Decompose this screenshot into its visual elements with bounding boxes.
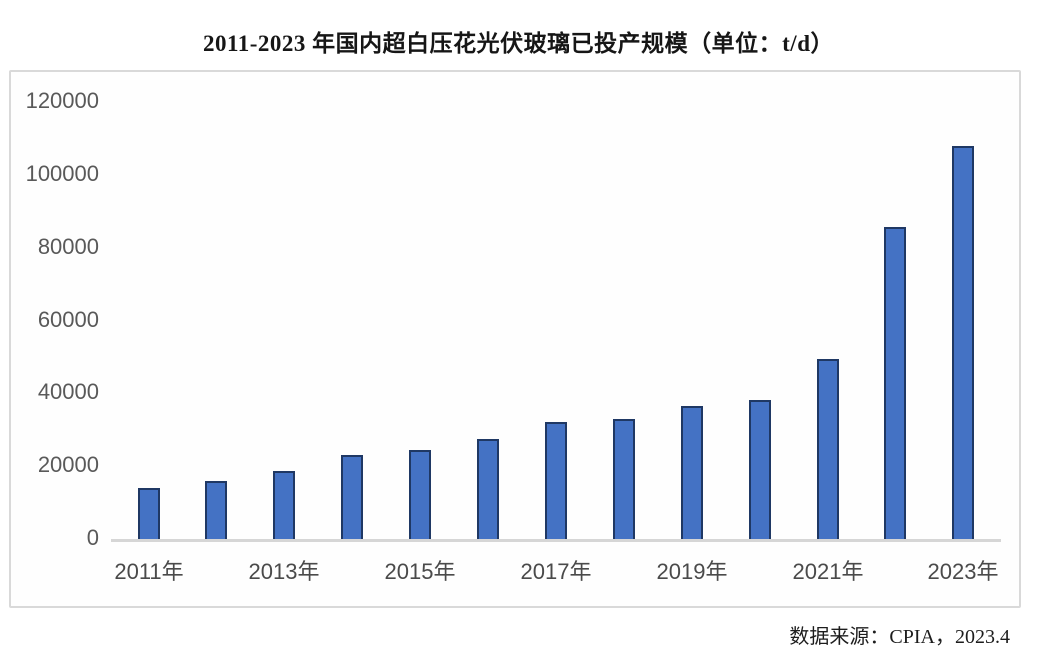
y-tick-label: 120000 (25, 88, 99, 113)
bar-2017年 (545, 422, 567, 539)
bar-2019年 (681, 406, 703, 539)
bar-2011年 (138, 488, 160, 539)
bar-2018年 (613, 419, 635, 539)
bar-2012年 (205, 481, 227, 539)
plot-area (111, 102, 1001, 542)
x-tick-label: 2023年 (927, 559, 999, 584)
bar-2014年 (341, 455, 363, 539)
bar-2016年 (477, 439, 499, 539)
x-tick-label: 2015年 (384, 559, 456, 584)
bar-2021年 (817, 359, 839, 539)
bar-2015年 (409, 450, 431, 539)
bar-2022年 (884, 227, 906, 539)
x-tick-label: 2011年 (114, 559, 184, 584)
y-tick-label: 40000 (37, 379, 99, 404)
x-tick-label: 2021年 (792, 559, 864, 584)
chart-title: 2011-2023 年国内超白压花光伏玻璃已投产规模（单位：t/d） (203, 31, 834, 56)
x-tick-label: 2019年 (656, 559, 728, 584)
y-tick-label: 80000 (37, 234, 99, 259)
y-tick-label: 20000 (37, 452, 99, 477)
x-tick-label: 2013年 (248, 559, 320, 584)
bar-2020年 (749, 400, 771, 539)
y-tick-label: 60000 (37, 307, 99, 332)
chart-frame: 0 20000 40000 60000 80000 100000 120000 2011年 2… (9, 70, 1021, 608)
bar-2023年 (952, 146, 974, 539)
y-tick-label: 100000 (25, 161, 99, 186)
source-note: 数据来源：CPIA，2023.4 (789, 626, 1010, 648)
y-tick-label: 0 (86, 525, 99, 550)
x-tick-label: 2017年 (520, 559, 592, 584)
bar-2013年 (273, 471, 295, 539)
